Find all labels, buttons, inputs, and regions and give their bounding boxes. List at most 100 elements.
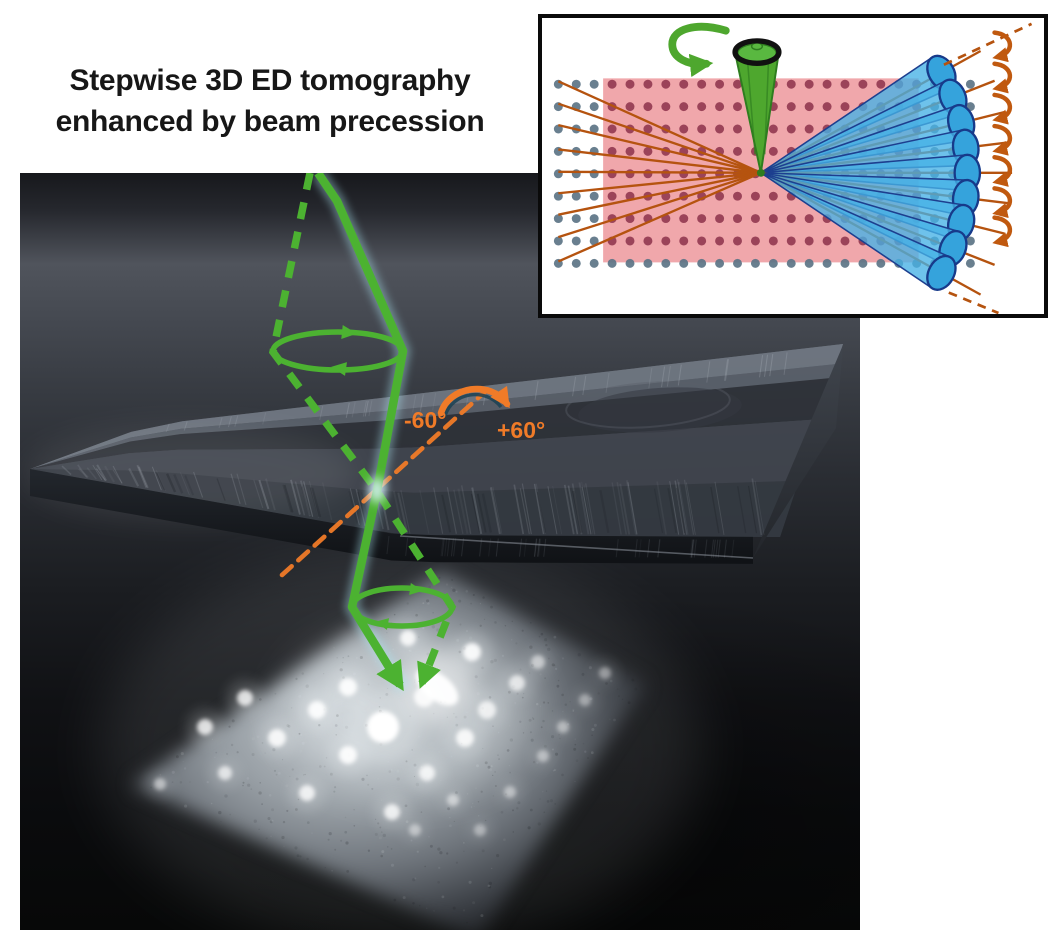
lattice-dot — [697, 258, 707, 268]
diffraction-spot-halo — [529, 742, 557, 770]
lattice-dot — [571, 236, 581, 246]
slab-front-face — [30, 469, 753, 585]
lattice-dot-in-plane — [768, 191, 778, 201]
title-line-2: enhanced by beam precession — [55, 105, 485, 138]
lattice-dot-in-plane — [804, 124, 814, 134]
stepwise-curl-arrows — [992, 30, 1013, 248]
lattice-dot — [643, 258, 653, 268]
lattice-dot-in-plane — [625, 236, 635, 246]
lattice-dot-in-plane — [607, 191, 617, 201]
lattice-dot-in-plane — [715, 79, 725, 89]
diffraction-spot-halo — [571, 686, 599, 714]
lattice-dot — [571, 191, 581, 201]
lattice-dot-in-plane — [625, 146, 635, 156]
precession-arrow-lower-bottom — [375, 618, 390, 630]
lattice-dot-in-plane — [679, 214, 689, 224]
tilt-fan-lines — [557, 80, 762, 263]
lattice-dot-in-plane — [750, 214, 760, 224]
diffraction-spot — [579, 694, 591, 706]
tem-scene-canvas: -60° +60° — [25, 173, 843, 930]
lattice-dot — [589, 124, 599, 134]
diffraction-spot — [367, 711, 399, 743]
lattice-dot-in-plane — [715, 102, 725, 112]
diffraction-spot — [474, 824, 486, 836]
tilt-label-minus: -60° — [404, 407, 446, 433]
precession-arrow-upper-bottom — [331, 362, 347, 376]
diffraction-spot-halo — [496, 778, 524, 806]
diffraction-spot-halo — [401, 816, 429, 844]
diffraction-plane — [100, 553, 700, 930]
diffraction-spot — [197, 719, 213, 735]
lattice-dot-in-plane — [679, 102, 689, 112]
diffraction-spot-halo — [591, 659, 619, 687]
tilt-fan-line — [558, 171, 761, 195]
precession-circle-upper — [270, 329, 406, 373]
lattice-dot-in-plane — [768, 124, 778, 134]
lattice-dot-in-plane — [840, 102, 850, 112]
page-title: Stepwise 3D ED tomography enhanced by be… — [14, 60, 526, 142]
tilt-fan-line-dashed — [943, 22, 1033, 66]
lattice-dot-in-plane — [822, 79, 832, 89]
slab-surfaces — [25, 344, 843, 585]
diffraction-spot — [400, 630, 416, 646]
lattice-dot-in-plane — [643, 124, 653, 134]
lattice-dot — [553, 102, 563, 112]
title-line-1: Stepwise 3D ED tomography — [69, 64, 471, 97]
tilt-arc — [437, 385, 511, 417]
lattice-dot-in-plane — [679, 236, 689, 246]
lattice-dot — [768, 258, 778, 268]
tilt-label-plus: +60° — [497, 417, 545, 443]
lattice-dot — [661, 258, 671, 268]
lattice-dot-in-plane — [607, 146, 617, 156]
lattice-dot-in-plane — [750, 191, 760, 201]
lattice-dot — [625, 258, 635, 268]
lattice-dot-in-plane — [697, 102, 707, 112]
step-rotation-arrow — [992, 92, 1013, 125]
diffraction-spot — [339, 746, 357, 764]
tilt-arc-group: -60° +60° — [404, 385, 545, 443]
rotation-axis-cone — [668, 22, 782, 174]
lattice-dot — [553, 236, 563, 246]
lattice-dot — [733, 258, 742, 268]
lattice-dot-in-plane — [804, 102, 814, 112]
green-cone-inner-tube — [750, 42, 764, 51]
lattice-dot — [965, 236, 975, 246]
lattice-dot — [571, 214, 581, 224]
lattice-dot — [858, 258, 868, 268]
precession-ring — [732, 38, 782, 66]
lattice-dot-in-plane — [679, 169, 689, 179]
lattice-dot-in-plane — [786, 236, 796, 246]
green-cone-ridge — [763, 56, 770, 155]
lattice-dot-in-plane — [733, 124, 742, 134]
cone-base-ellipse — [926, 254, 957, 291]
lattice-dot-in-plane — [607, 79, 617, 89]
lattice-dot — [589, 236, 599, 246]
lattice-dot-in-plane — [661, 169, 671, 179]
diffraction-spot — [154, 778, 166, 790]
lattice-dot-in-plane — [768, 214, 778, 224]
lattice-dot — [607, 258, 617, 268]
diffraction-spot — [268, 729, 286, 747]
lattice-dot-in-plane — [661, 236, 671, 246]
lattice-dot-in-plane — [768, 146, 778, 156]
lattice-dot-in-plane — [768, 236, 778, 246]
lattice-dot-in-plane — [715, 214, 725, 224]
precession-inset-panel — [538, 14, 1048, 318]
diffraction-spot — [456, 729, 474, 747]
tilt-fan-line — [558, 171, 762, 216]
lattice-dot — [571, 258, 581, 268]
diffraction-spot — [339, 678, 357, 696]
lattice-dot — [589, 102, 599, 112]
lattice-dot-in-plane — [786, 124, 796, 134]
lattice-dot-in-plane — [733, 214, 742, 224]
step-rotation-arrow — [992, 61, 1013, 94]
lattice-dot-in-plane — [643, 79, 653, 89]
diffraction-spot — [409, 824, 421, 836]
lattice-dot-in-plane — [607, 124, 617, 134]
lattice-dot-in-plane — [679, 79, 689, 89]
lattice-dot — [679, 258, 689, 268]
green-cone-ridge — [746, 56, 756, 155]
lattice-dot-in-plane — [786, 79, 796, 89]
lattice-dot — [589, 169, 599, 179]
